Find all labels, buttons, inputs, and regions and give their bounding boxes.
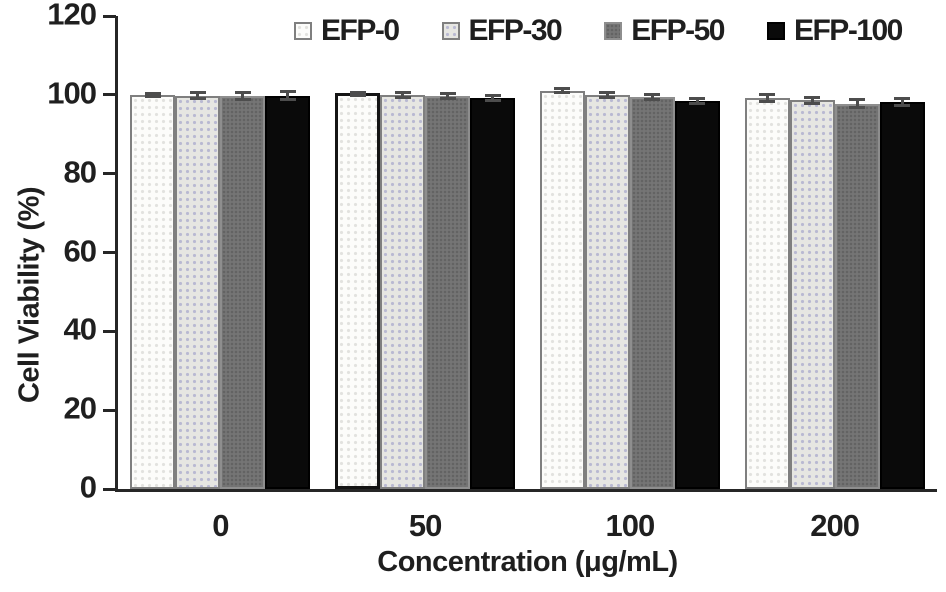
bar-EFP-50-conc-50 [425,95,471,489]
bar-EFP-100-conc-200 [879,101,925,489]
error-bar-stem [765,95,769,101]
legend-item-efp-30: EFP-30 [441,14,563,48]
y-tick-mark-80 [103,172,116,176]
bar-EFP-100-conc-0 [265,95,311,489]
error-bar-stem [900,100,904,104]
bar-EFP-30-conc-0 [175,95,221,489]
bar-EFP-0-conc-0 [130,94,176,489]
legend: EFP-0 EFP-30 EFP-50 EFP-100 [294,14,903,48]
legend-label: EFP-50 [631,14,725,47]
error-bar-EFP-30-conc-50 [394,91,411,100]
error-bar-stem [286,93,290,99]
bar-EFP-50-conc-0 [220,96,266,489]
y-tick-mark-20 [103,408,116,412]
error-bar-stem [650,96,654,99]
bar-EFP-30-conc-50 [380,95,426,489]
bar-EFP-30-conc-100 [584,94,630,489]
y-tick-mark-40 [103,329,116,333]
legend-swatch-efp-100-icon [766,22,785,40]
y-tick-mark-60 [103,251,116,254]
legend-swatch-efp-30-icon [441,22,460,40]
bar-EFP-0-conc-50 [335,93,381,489]
bar-EFP-100-conc-50 [470,97,516,489]
y-axis-title: Cell Viability (%) [13,186,46,404]
x-category-label-100: 100 [605,508,656,543]
error-bar-stem [446,94,450,97]
error-bar-stem [810,98,814,103]
legend-item-efp-0: EFP-0 [294,14,400,48]
x-axis-title: Concentration (μg/mL) [377,546,678,578]
bar-EFP-30-conc-200 [789,100,835,489]
error-bar-EFP-100-conc-200 [894,97,911,107]
legend-label: EFP-100 [793,14,903,47]
error-bar-stem [491,96,495,99]
error-bar-stem [241,94,245,98]
error-bar-stem [855,100,859,107]
y-tick-label-20: 20 [63,390,97,426]
y-tick-mark-120 [103,14,116,18]
y-tick-mark-100 [103,93,116,97]
error-bar-EFP-100-conc-50 [484,93,501,102]
error-bar-EFP-50-conc-0 [234,91,251,101]
error-bar-EFP-50-conc-200 [849,97,866,110]
error-bar-EFP-0-conc-200 [759,92,776,104]
y-tick-label-60: 60 [63,233,97,269]
bar-EFP-50-conc-100 [629,97,675,489]
x-category-label-0: 0 [212,508,229,543]
x-category-label-50: 50 [408,508,442,543]
plot-area [115,16,937,492]
y-tick-label-40: 40 [63,311,97,347]
y-tick-label-120: 120 [47,0,97,32]
error-bar-EFP-100-conc-100 [689,96,706,106]
error-bar-EFP-30-conc-0 [189,91,206,100]
legend-label: EFP-30 [468,14,563,47]
x-category-label-200: 200 [810,508,860,543]
error-bar-stem [401,94,405,97]
error-bar-stem [560,90,564,92]
error-bar-stem [196,94,200,97]
error-bar-EFP-100-conc-0 [279,90,296,102]
error-bar-EFP-0-conc-0 [144,92,161,99]
error-bar-EFP-0-conc-50 [349,90,366,97]
y-tick-label-100: 100 [47,75,97,111]
legend-swatch-efp-50-icon [604,22,623,40]
y-tick-label-80: 80 [63,154,97,190]
bar-EFP-0-conc-100 [539,90,585,489]
legend-label: EFP-0 [321,14,400,47]
legend-item-efp-50: EFP-50 [604,14,725,48]
error-bar-EFP-30-conc-100 [599,90,616,99]
error-bar-EFP-50-conc-100 [644,93,661,102]
bar-EFP-50-conc-200 [834,103,880,489]
error-bar-stem [605,93,609,96]
legend-item-efp-100: EFP-100 [766,14,903,48]
bar-EFP-100-conc-100 [674,101,720,489]
error-bar-EFP-0-conc-100 [554,87,571,95]
y-tick-mark-0 [103,487,116,491]
error-bar-stem [695,99,699,103]
error-bar-EFP-30-conc-200 [804,95,821,106]
y-tick-label-0: 0 [79,469,97,505]
error-bar-EFP-50-conc-50 [439,91,456,100]
bar-EFP-0-conc-200 [744,97,790,489]
legend-swatch-efp-0-icon [294,22,312,40]
